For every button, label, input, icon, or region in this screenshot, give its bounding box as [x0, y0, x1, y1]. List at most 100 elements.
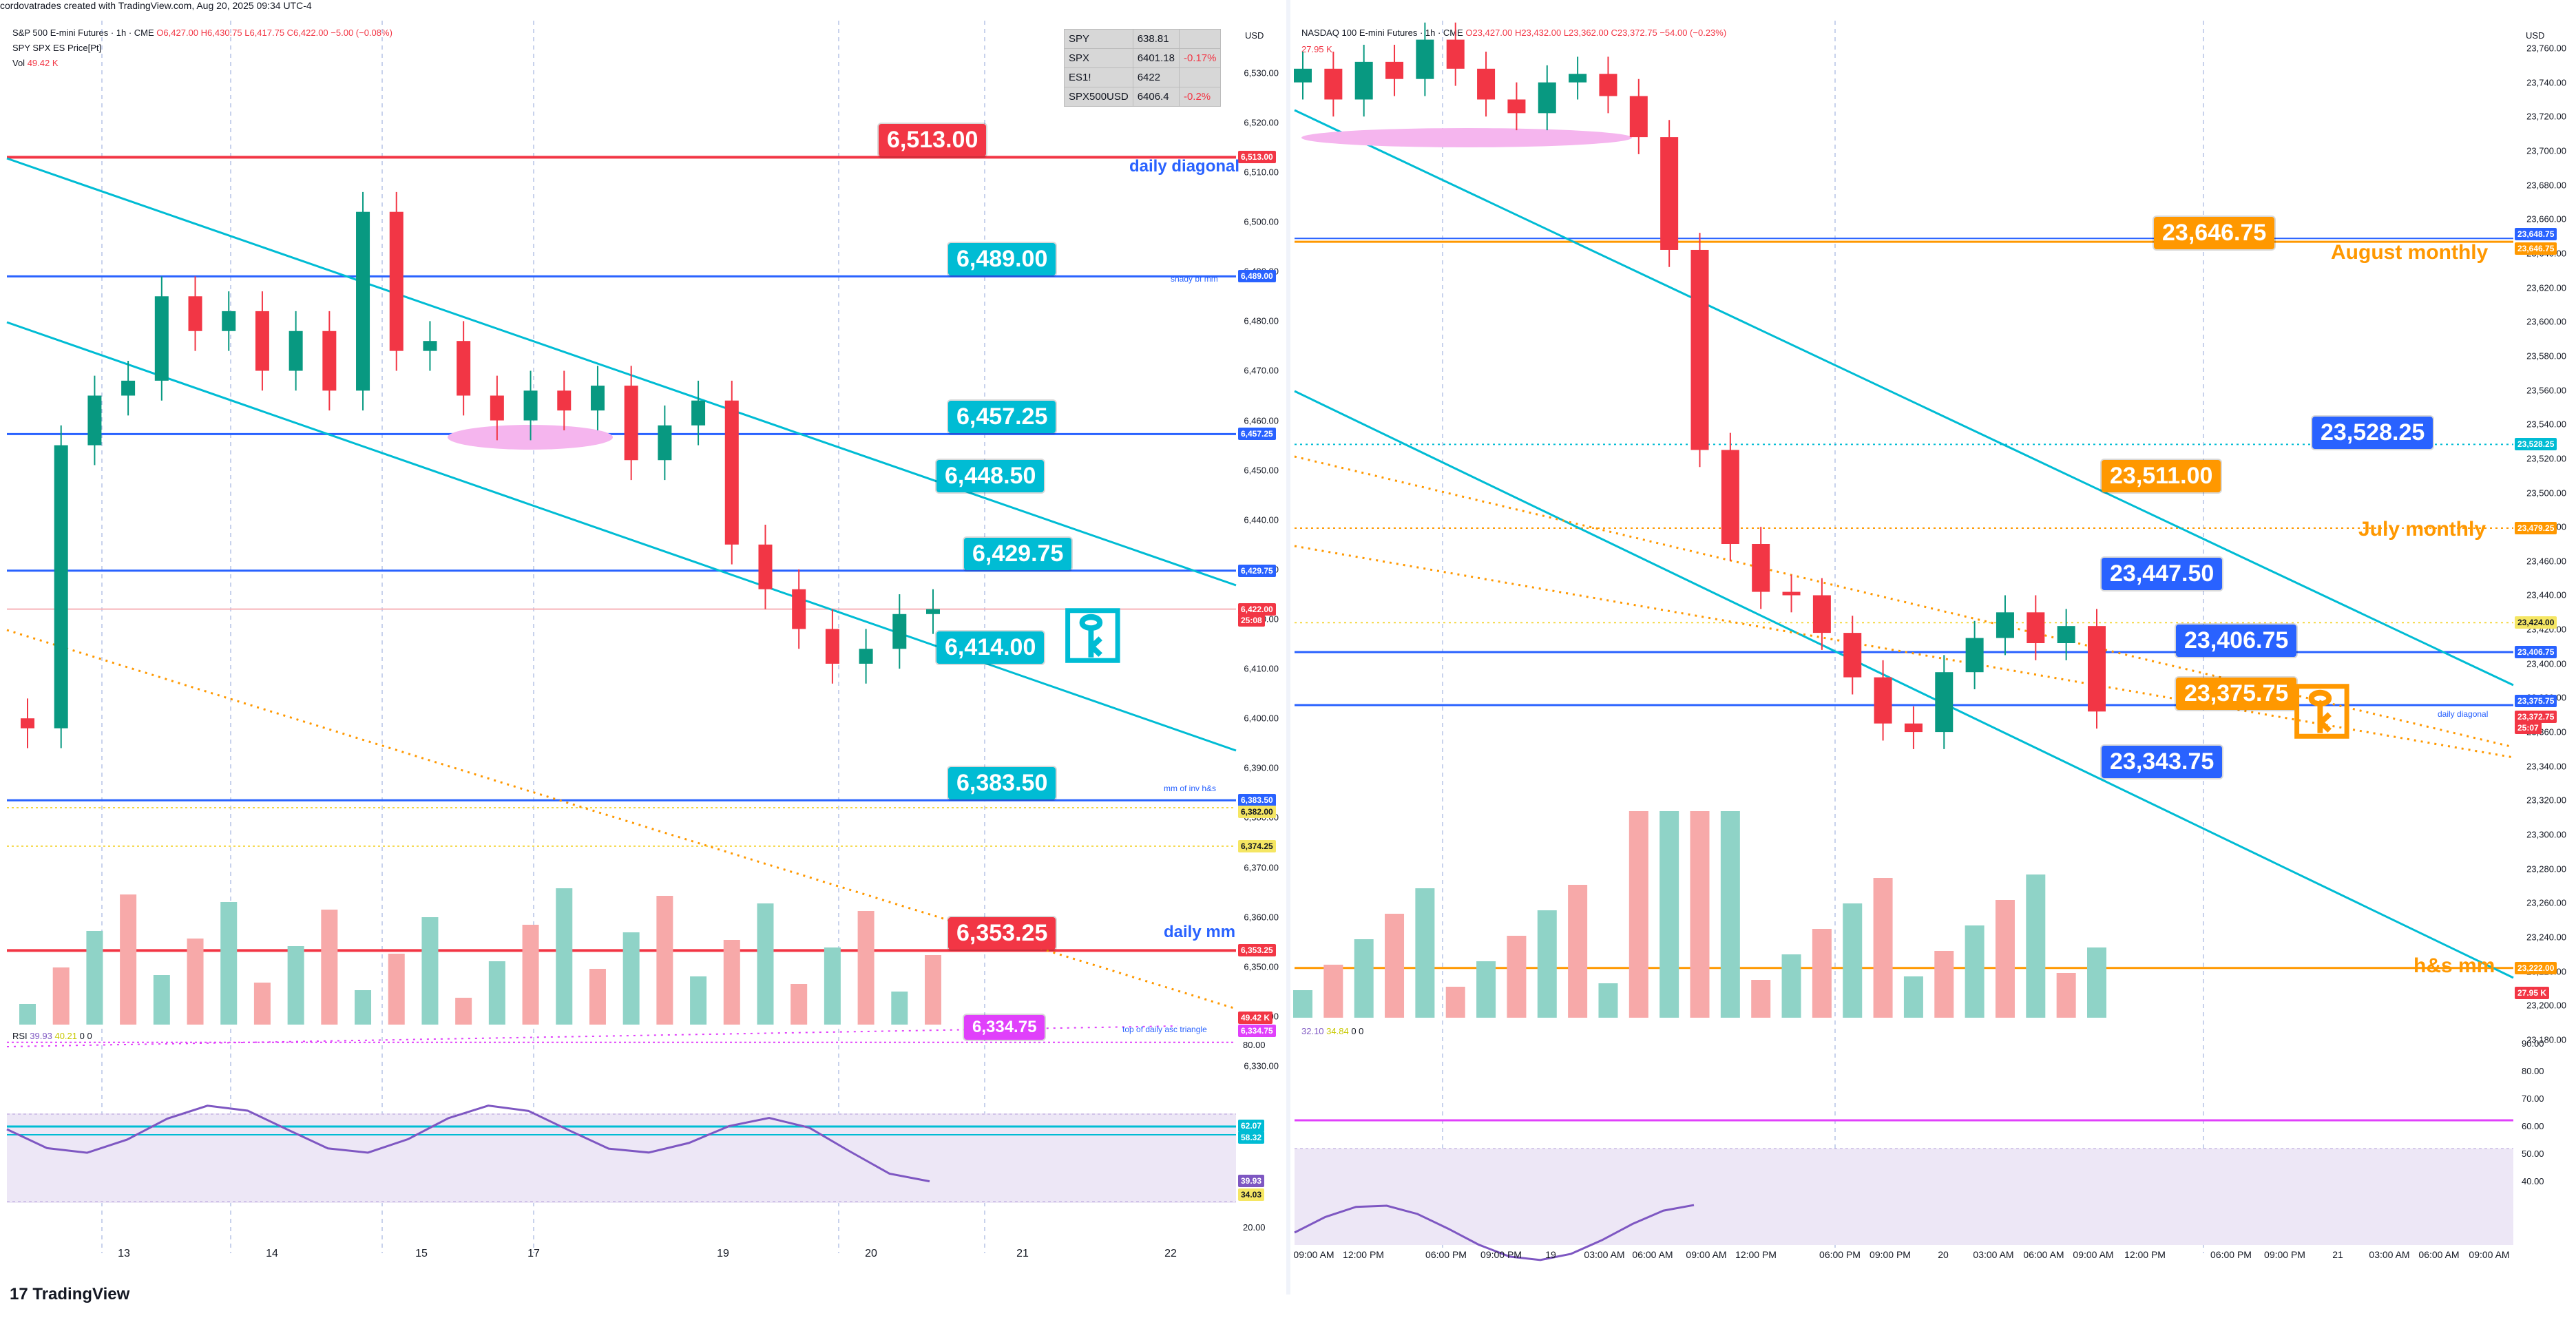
right-channel-upper: [1294, 109, 2514, 687]
price-callout: 6,448.50: [936, 460, 1045, 493]
price-tick: 6,440.00: [1244, 514, 1279, 525]
rsi-tick: 50.00: [2522, 1149, 2544, 1159]
time-label: 12:00 PM: [2124, 1249, 2166, 1260]
volume-bar: [1323, 965, 1343, 1018]
time-label: 12:00 PM: [1343, 1249, 1384, 1260]
time-label: 09:00 AM: [2073, 1249, 2114, 1260]
volume-bar: [52, 967, 70, 1025]
label-mm-inv-hs: mm of inv h&s: [1164, 784, 1217, 793]
time-label: 15: [415, 1248, 428, 1259]
quote-sym: ES1!: [1064, 67, 1133, 87]
time-label: 13: [118, 1248, 130, 1259]
candle-body: [121, 380, 136, 396]
time-label: 19: [1545, 1249, 1556, 1260]
time-label: 21: [2332, 1249, 2343, 1260]
volume-bar: [388, 954, 405, 1025]
candle-body: [1965, 638, 1984, 673]
price-callout: 23,406.75: [2176, 625, 2297, 658]
candle-body: [87, 395, 102, 446]
price-tick: 23,760.00: [2526, 43, 2566, 54]
time-label: 19: [717, 1248, 729, 1259]
time-label: 09:00 PM: [1870, 1249, 1911, 1260]
candle-body: [1812, 595, 1831, 633]
axis-price-badge: 23,528.25: [2515, 438, 2557, 451]
price-tick: 6,350.00: [1244, 961, 1279, 972]
volume-bar: [1873, 878, 1893, 1018]
axis-price-badge: 6,334.75: [1238, 1025, 1276, 1037]
axis-price-badge: 23,479.25: [2515, 522, 2557, 535]
time-label: 06:00 AM: [2418, 1249, 2460, 1260]
volume-bar: [321, 910, 338, 1025]
right-title: NASDAQ 100 E-mini Futures · 1h · CME O23…: [1301, 28, 1726, 38]
volume-bar: [622, 932, 640, 1025]
price-callout: 6,429.75: [964, 537, 1072, 570]
candle-body: [1843, 633, 1862, 678]
candle-body: [154, 296, 169, 381]
left-vol-label: Vol 49.42 K: [12, 58, 59, 68]
axis-price-badge: 25:07: [2515, 722, 2542, 735]
right-pink-highlight: [1301, 128, 1632, 147]
axis-price-badge: 27.95 K: [2515, 987, 2550, 999]
right-vol-value: 27.95 K: [1301, 44, 1332, 54]
quote-price: 6406.4: [1132, 87, 1180, 107]
price-tick: 23,340.00: [2526, 761, 2566, 772]
time-label: 06:00 PM: [1425, 1249, 1467, 1260]
quote-chg: -0.2%: [1178, 87, 1222, 107]
candle-body: [1629, 96, 1648, 138]
price-tick: 6,450.00: [1244, 465, 1279, 476]
time-label: 06:00 AM: [2023, 1249, 2064, 1260]
right-currency: USD: [2526, 30, 2545, 41]
axis-price-badge: 25:08: [1238, 614, 1265, 627]
candle-body: [389, 211, 404, 351]
volume-bar: [1659, 811, 1679, 1018]
candle-body: [859, 649, 873, 664]
candle-body: [1324, 68, 1343, 100]
candle-body: [792, 589, 806, 629]
volume-bar: [824, 947, 841, 1025]
candle-body: [1599, 74, 1617, 96]
brand-name: TradingView: [32, 1285, 130, 1303]
label-july-monthly: July monthly: [2358, 518, 2486, 541]
candle-body: [926, 609, 940, 614]
time-label: 03:00 AM: [1584, 1249, 1625, 1260]
volume-bar: [757, 903, 774, 1025]
volume-bar: [1812, 929, 1832, 1018]
rsi-value: 39.93: [30, 1031, 52, 1041]
axis-price-badge: 6,382.00: [1238, 806, 1276, 819]
price-tick: 23,440.00: [2526, 589, 2566, 600]
axis-price-badge: 23,222.00: [2515, 961, 2557, 974]
rsi-tick: 20.00: [1243, 1222, 1266, 1233]
quote-row: ES1! 6422: [1064, 67, 1222, 87]
candle-body: [2057, 626, 2075, 643]
price-callout: 23,447.50: [2102, 557, 2223, 590]
axis-price-badge: 23,648.75: [2515, 228, 2557, 241]
price-tick: 6,530.00: [1244, 67, 1279, 78]
axis-price-badge: 6,429.75: [1238, 564, 1276, 577]
rsi-tick: 80.00: [1243, 1040, 1266, 1050]
pane-separator[interactable]: [1286, 0, 1290, 1295]
volume-bar: [2056, 973, 2076, 1018]
header-caption: cordovatrades created with TradingView.c…: [0, 0, 312, 11]
price-tick: 6,470.00: [1244, 365, 1279, 376]
volume-bar: [1293, 990, 1312, 1018]
volume-bar: [455, 998, 472, 1025]
price-callout: 6,334.75: [964, 1014, 1045, 1040]
candle-body: [54, 445, 68, 729]
volume-bar: [1629, 811, 1648, 1018]
volume-bar: [723, 940, 740, 1025]
volume-bar: [522, 925, 539, 1025]
quote-price: 6422: [1132, 67, 1180, 87]
right-rsi-legend: 32.10 34.84 0 0: [1301, 1026, 1363, 1036]
label-top-asc-triangle: top of daily asc triangle: [1122, 1025, 1207, 1034]
volume-bar: [1598, 983, 1618, 1018]
label-shady-bf-mm: shady bf mm: [1171, 274, 1218, 284]
price-tick: 23,720.00: [2526, 111, 2566, 122]
time-label: 12:00 PM: [1735, 1249, 1777, 1260]
volume-bar: [86, 931, 103, 1025]
price-tick: 23,400.00: [2526, 658, 2566, 669]
candle-body: [1416, 39, 1434, 79]
volume-bar: [1781, 954, 1801, 1018]
price-tick: 6,360.00: [1244, 912, 1279, 923]
right-title-main: NASDAQ 100 E-mini Futures · 1h · CME: [1301, 28, 1463, 38]
